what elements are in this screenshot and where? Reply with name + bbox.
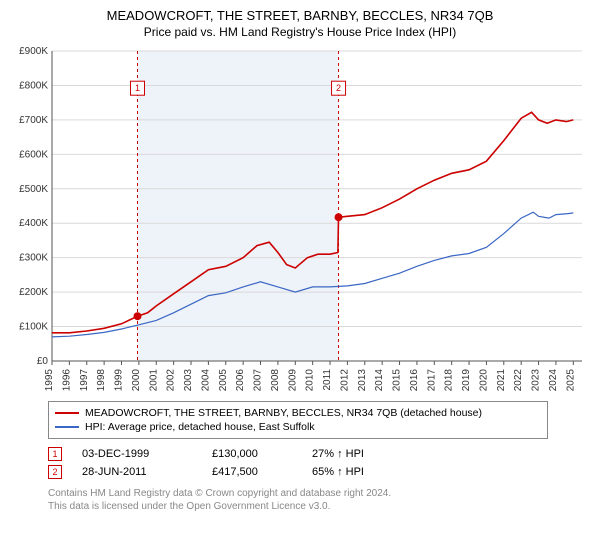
svg-text:2020: 2020 [478,368,489,391]
sales-table: 1 03-DEC-1999 £130,000 27% ↑ HPI 2 28-JUN-201… [48,445,582,481]
svg-text:2009: 2009 [287,368,298,391]
legend-row-property: MEADOWCROFT, THE STREET, BARNBY, BECCLES… [55,406,541,420]
svg-text:1996: 1996 [61,368,72,391]
legend-swatch-hpi [55,426,79,428]
sale-date: 28-JUN-2011 [82,466,192,478]
sale-date: 03-DEC-1999 [82,448,192,460]
svg-text:2: 2 [336,83,341,93]
sale-row: 1 03-DEC-1999 £130,000 27% ↑ HPI [48,445,582,463]
footer-line-1: Contains HM Land Registry data © Crown c… [48,487,582,500]
sale-row: 2 28-JUN-2011 £417,500 65% ↑ HPI [48,463,582,481]
svg-text:2006: 2006 [235,368,246,391]
svg-text:£500K: £500K [19,184,48,195]
page-subtitle: Price paid vs. HM Land Registry's House … [10,25,590,39]
svg-text:2013: 2013 [357,368,368,391]
svg-text:2008: 2008 [270,368,281,391]
svg-text:2001: 2001 [148,368,159,391]
footer-line-2: This data is licensed under the Open Gov… [48,500,582,513]
svg-text:£400K: £400K [19,218,48,229]
svg-text:1998: 1998 [96,368,107,391]
sale-marker-box: 2 [48,465,62,479]
svg-text:£0: £0 [37,356,49,367]
legend-swatch-property [55,412,79,414]
sale-price: £417,500 [212,466,292,478]
legend-label-hpi: HPI: Average price, detached house, East… [85,421,315,433]
svg-text:2000: 2000 [131,368,142,391]
sale-pct: 65% ↑ HPI [312,466,412,478]
svg-text:£700K: £700K [19,115,48,126]
svg-text:2005: 2005 [218,368,229,391]
svg-text:£900K: £900K [19,46,48,57]
legend-row-hpi: HPI: Average price, detached house, East… [55,420,541,434]
svg-text:2010: 2010 [305,368,316,391]
svg-text:1997: 1997 [79,368,90,391]
svg-text:1: 1 [135,83,140,93]
svg-text:2016: 2016 [409,368,420,391]
svg-text:2004: 2004 [200,368,211,391]
svg-text:2014: 2014 [374,368,385,391]
svg-text:2015: 2015 [392,368,403,391]
legend-label-property: MEADOWCROFT, THE STREET, BARNBY, BECCLES… [85,407,482,419]
svg-text:2021: 2021 [496,368,507,391]
sale-price: £130,000 [212,448,292,460]
svg-text:2023: 2023 [531,368,542,391]
svg-text:2025: 2025 [565,368,576,391]
svg-text:2003: 2003 [183,368,194,391]
svg-text:£200K: £200K [19,287,48,298]
svg-text:2019: 2019 [461,368,472,391]
svg-text:£800K: £800K [19,80,48,91]
legend: MEADOWCROFT, THE STREET, BARNBY, BECCLES… [48,401,548,439]
svg-text:1995: 1995 [44,368,55,391]
sale-marker-box: 1 [48,447,62,461]
sale-pct: 27% ↑ HPI [312,448,412,460]
svg-text:£300K: £300K [19,253,48,264]
svg-text:1999: 1999 [114,368,125,391]
svg-text:2018: 2018 [444,368,455,391]
page-title: MEADOWCROFT, THE STREET, BARNBY, BECCLES… [10,8,590,25]
svg-text:2011: 2011 [322,368,333,390]
footer: Contains HM Land Registry data © Crown c… [48,487,582,513]
svg-text:2024: 2024 [548,368,559,391]
price-chart: £0 £100K £200K £300K £400K £500K £600K £700K £80… [10,45,590,395]
svg-text:2022: 2022 [513,368,524,391]
svg-text:2017: 2017 [426,368,437,391]
svg-text:£100K: £100K [19,321,48,332]
svg-text:£600K: £600K [19,149,48,160]
svg-text:2002: 2002 [166,368,177,391]
svg-text:2012: 2012 [339,368,350,391]
svg-text:2007: 2007 [253,368,264,391]
